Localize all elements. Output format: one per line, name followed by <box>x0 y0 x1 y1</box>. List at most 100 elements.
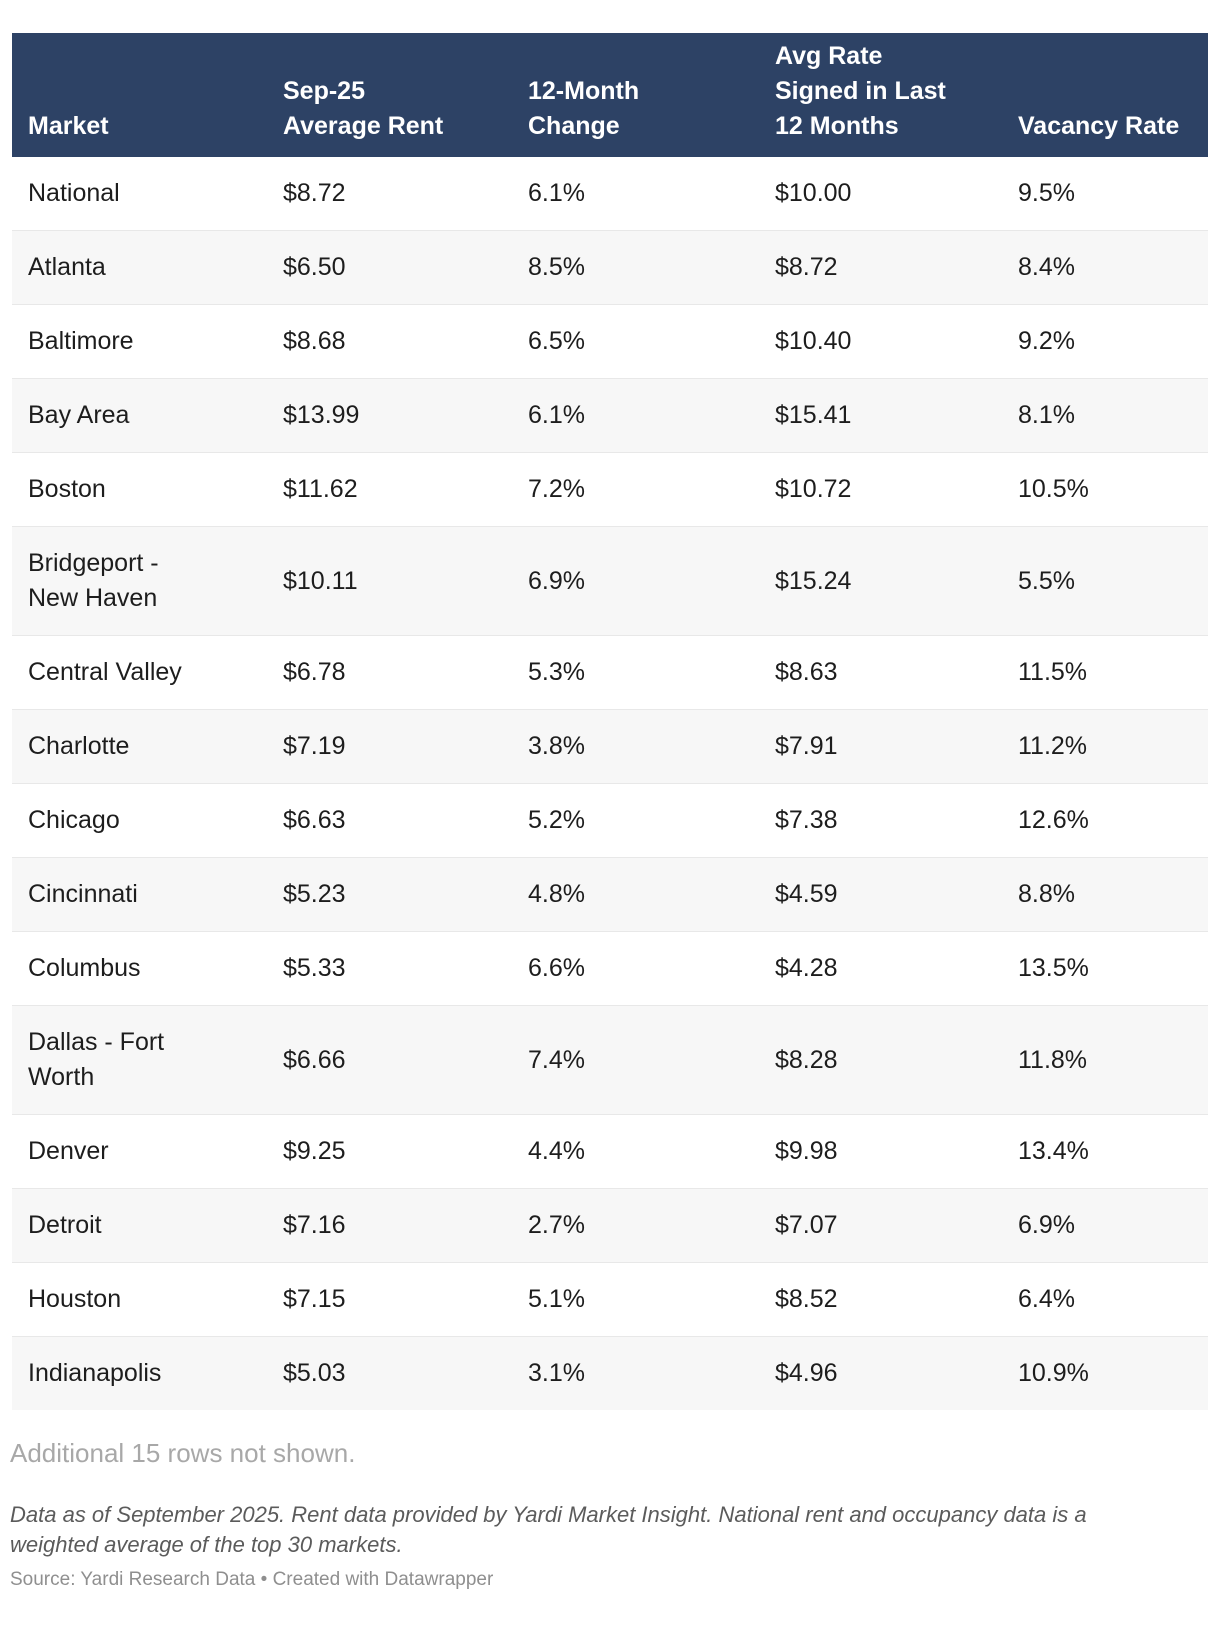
market-cell: Houston <box>28 1285 122 1313</box>
table-row: Chicago $6.63 5.2% $7.38 12.6% <box>12 783 1208 858</box>
table-row: Indianapolis $5.03 3.1% $4.96 10.9% <box>12 1336 1208 1410</box>
average-rent-cell: $6.50 <box>283 253 346 281</box>
average-rent-cell: $8.68 <box>283 327 346 355</box>
vacancy-rate-cell: 5.5% <box>1018 566 1075 595</box>
col-header-market: Market <box>12 33 267 157</box>
avg-rate-signed-cell: $15.24 <box>775 566 852 595</box>
table-row: Atlanta $6.50 8.5% $8.72 8.4% <box>12 230 1208 305</box>
vacancy-rate-cell: 8.8% <box>1018 880 1075 908</box>
table-row: Detroit $7.16 2.7% $7.07 6.9% <box>12 1188 1208 1263</box>
table-header: Market Sep-25 Average Rent 12-Month Chan… <box>12 33 1208 157</box>
avg-rate-signed-cell: $4.96 <box>775 1359 838 1387</box>
avg-rate-signed-cell: $9.98 <box>775 1137 838 1165</box>
average-rent-cell: $13.99 <box>283 401 360 429</box>
avg-rate-signed-cell: $10.72 <box>775 475 852 503</box>
average-rent-cell: $5.03 <box>283 1359 346 1387</box>
table-row: National $8.72 6.1% $10.00 9.5% <box>12 157 1208 231</box>
table-body: National $8.72 6.1% $10.00 9.5% Atlanta … <box>12 157 1208 1410</box>
additional-rows-note: Additional 15 rows not shown. <box>10 1438 356 1468</box>
vacancy-rate-cell: 6.4% <box>1018 1285 1075 1313</box>
average-rent-cell: $5.23 <box>283 880 346 908</box>
market-cell: Baltimore <box>28 327 134 355</box>
market-cell: Charlotte <box>28 732 130 760</box>
vacancy-rate-cell: 9.5% <box>1018 179 1075 207</box>
table-row: Dallas - Fort Worth $6.66 7.4% $8.28 11.… <box>12 1005 1208 1115</box>
table-row: Columbus $5.33 6.6% $4.28 13.5% <box>12 931 1208 1006</box>
avg-rate-signed-cell: $15.41 <box>775 401 852 429</box>
table-row: Cincinnati $5.23 4.8% $4.59 8.8% <box>12 857 1208 932</box>
table-row: Denver $9.25 4.4% $9.98 13.4% <box>12 1114 1208 1189</box>
avg-rate-signed-cell: $4.28 <box>775 954 838 982</box>
average-rent-cell: $10.11 <box>283 566 358 595</box>
avg-rate-signed-cell: $7.38 <box>775 806 838 834</box>
vacancy-rate-cell: 9.2% <box>1018 327 1075 355</box>
average-rent-cell: $5.33 <box>283 954 346 982</box>
change-cell: 4.4% <box>528 1137 585 1165</box>
change-cell: 6.5% <box>528 327 585 355</box>
vacancy-rate-cell: 8.1% <box>1018 401 1075 429</box>
avg-rate-signed-cell: $8.28 <box>775 1045 838 1074</box>
vacancy-rate-cell: 13.4% <box>1018 1137 1089 1165</box>
avg-rate-signed-cell: $7.07 <box>775 1211 838 1239</box>
source-attribution: Source: Yardi Research Data • Created wi… <box>10 1569 494 1590</box>
vacancy-rate-cell: 6.9% <box>1018 1211 1075 1239</box>
market-cell: Columbus <box>28 954 141 982</box>
change-cell: 7.2% <box>528 475 585 503</box>
market-cell: Bridgeport - New Haven <box>28 549 159 612</box>
change-cell: 3.1% <box>528 1359 585 1387</box>
average-rent-cell: $8.72 <box>283 179 346 207</box>
market-cell: Indianapolis <box>28 1359 162 1387</box>
average-rent-cell: $9.25 <box>283 1137 346 1165</box>
avg-rate-signed-cell: $8.63 <box>775 658 838 686</box>
vacancy-rate-cell: 8.4% <box>1018 253 1075 281</box>
avg-rate-signed-cell: $4.59 <box>775 880 838 908</box>
average-rent-cell: $7.15 <box>283 1285 346 1313</box>
col-header-avg-rate-signed: Avg Rate Signed in Last 12 Months <box>759 33 1002 157</box>
market-cell: Dallas - Fort Worth <box>28 1028 165 1091</box>
avg-rate-signed-cell: $10.00 <box>775 179 852 207</box>
avg-rate-signed-cell: $8.52 <box>775 1285 838 1313</box>
average-rent-cell: $11.62 <box>283 475 358 503</box>
table-row: Baltimore $8.68 6.5% $10.40 9.2% <box>12 304 1208 379</box>
market-cell: Bay Area <box>28 401 130 429</box>
table-row: Charlotte $7.19 3.8% $7.91 11.2% <box>12 709 1208 784</box>
average-rent-cell: $6.78 <box>283 658 346 686</box>
rent-data-table: Market Sep-25 Average Rent 12-Month Chan… <box>12 33 1208 1410</box>
change-cell: 8.5% <box>528 253 585 281</box>
avg-rate-signed-cell: $8.72 <box>775 253 838 281</box>
avg-rate-signed-cell: $10.40 <box>775 327 852 355</box>
change-cell: 3.8% <box>528 732 585 760</box>
average-rent-cell: $6.63 <box>283 806 346 834</box>
table-row: Boston $11.62 7.2% $10.72 10.5% <box>12 452 1208 527</box>
table-widget: Market Sep-25 Average Rent 12-Month Chan… <box>0 33 1220 1592</box>
col-header-vacancy-rate: Vacancy Rate <box>1002 33 1208 157</box>
header-row: Market Sep-25 Average Rent 12-Month Chan… <box>12 33 1208 157</box>
change-cell: 6.9% <box>528 566 585 595</box>
data-note: Data as of September 2025. Rent data pro… <box>10 1502 1087 1557</box>
change-cell: 6.6% <box>528 954 585 982</box>
vacancy-rate-cell: 11.5% <box>1018 658 1088 686</box>
market-cell: Central Valley <box>28 658 182 686</box>
market-cell: Chicago <box>28 806 120 834</box>
avg-rate-signed-cell: $7.91 <box>775 732 838 760</box>
market-cell: Cincinnati <box>28 880 138 908</box>
table-row: Houston $7.15 5.1% $8.52 6.4% <box>12 1262 1208 1337</box>
table-row: Bay Area $13.99 6.1% $15.41 8.1% <box>12 378 1208 453</box>
table-row: Central Valley $6.78 5.3% $8.63 11.5% <box>12 635 1208 710</box>
change-cell: 5.3% <box>528 658 585 686</box>
market-cell: Detroit <box>28 1211 102 1239</box>
vacancy-rate-cell: 11.8% <box>1018 1045 1088 1074</box>
vacancy-rate-cell: 12.6% <box>1018 806 1089 834</box>
average-rent-cell: $7.19 <box>283 732 346 760</box>
change-cell: 7.4% <box>528 1045 585 1074</box>
change-cell: 6.1% <box>528 401 585 429</box>
average-rent-cell: $6.66 <box>283 1045 346 1074</box>
table-row: Bridgeport - New Haven $10.11 6.9% $15.2… <box>12 526 1208 636</box>
market-cell: Denver <box>28 1137 109 1165</box>
vacancy-rate-cell: 11.2% <box>1018 732 1088 760</box>
change-cell: 4.8% <box>528 880 585 908</box>
market-cell: Boston <box>28 475 106 503</box>
vacancy-rate-cell: 10.5% <box>1018 475 1089 503</box>
col-header-average-rent: Sep-25 Average Rent <box>267 33 512 157</box>
change-cell: 2.7% <box>528 1211 585 1239</box>
